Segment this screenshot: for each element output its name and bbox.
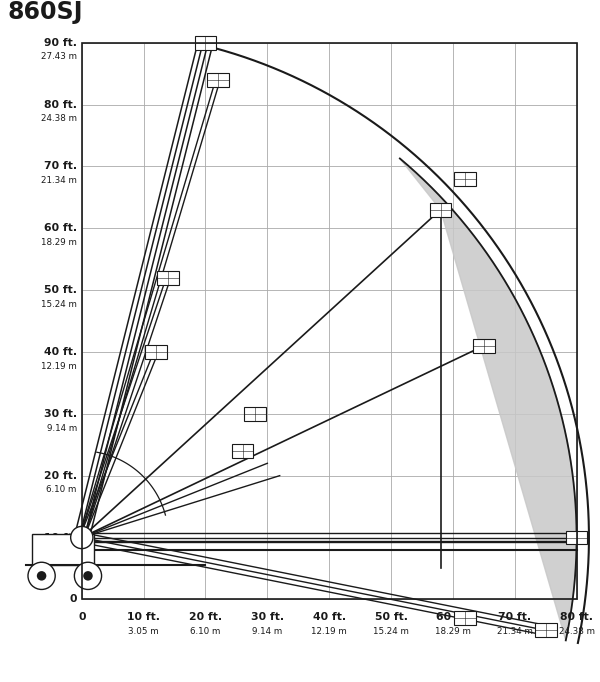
Circle shape	[71, 527, 93, 548]
Text: 50 ft.: 50 ft.	[374, 612, 407, 622]
Bar	[430, 203, 451, 216]
Text: 18.29 m: 18.29 m	[435, 627, 471, 636]
Text: 40 ft.: 40 ft.	[313, 612, 346, 622]
Text: 60 ft.: 60 ft.	[436, 612, 469, 622]
Text: 3.05 m: 3.05 m	[46, 547, 77, 557]
Text: 30 ft.: 30 ft.	[251, 612, 284, 622]
Bar	[566, 531, 587, 544]
Polygon shape	[400, 158, 577, 640]
Circle shape	[74, 562, 101, 589]
Text: 24.38 m: 24.38 m	[559, 627, 595, 636]
Text: 80 ft.: 80 ft.	[44, 100, 77, 110]
Circle shape	[28, 562, 55, 589]
Text: 30 ft.: 30 ft.	[44, 409, 77, 419]
Bar	[535, 623, 557, 637]
Text: 70 ft.: 70 ft.	[498, 612, 532, 622]
Text: 6.10 m: 6.10 m	[46, 486, 77, 494]
Bar	[454, 611, 476, 625]
Text: 15.24 m: 15.24 m	[373, 627, 409, 636]
Text: 20 ft.: 20 ft.	[44, 471, 77, 481]
Text: 18.29 m: 18.29 m	[41, 238, 77, 247]
Bar	[145, 345, 167, 359]
Bar	[82, 43, 577, 599]
Text: 10 ft.: 10 ft.	[44, 533, 77, 542]
Text: 21.34 m: 21.34 m	[41, 176, 77, 185]
Bar	[244, 407, 266, 421]
Bar	[157, 271, 179, 284]
Text: 40 ft.: 40 ft.	[44, 347, 77, 357]
Text: 0: 0	[70, 594, 77, 604]
Circle shape	[83, 571, 93, 580]
Text: 20 ft.: 20 ft.	[189, 612, 222, 622]
Text: 0: 0	[78, 612, 86, 622]
Text: 70 ft.: 70 ft.	[44, 162, 77, 171]
Circle shape	[37, 571, 46, 580]
Bar	[232, 444, 253, 458]
Text: 27.43 m: 27.43 m	[41, 53, 77, 61]
Bar	[454, 172, 476, 186]
Text: 21.34 m: 21.34 m	[497, 627, 533, 636]
Text: 15.24 m: 15.24 m	[41, 300, 77, 309]
Text: 3.05 m: 3.05 m	[128, 627, 159, 636]
Text: 90 ft.: 90 ft.	[44, 38, 77, 48]
Text: 12.19 m: 12.19 m	[311, 627, 347, 636]
Text: 9.14 m: 9.14 m	[47, 424, 77, 432]
Text: 12.19 m: 12.19 m	[41, 361, 77, 371]
Text: 10 ft.: 10 ft.	[127, 612, 160, 622]
Text: 6.10 m: 6.10 m	[190, 627, 221, 636]
Bar	[207, 73, 229, 87]
Text: 60 ft.: 60 ft.	[44, 223, 77, 233]
Text: 9.14 m: 9.14 m	[252, 627, 283, 636]
Text: 24.38 m: 24.38 m	[41, 115, 77, 123]
Bar	[473, 339, 494, 353]
Text: 860SJ: 860SJ	[8, 0, 83, 24]
Bar	[32, 535, 94, 565]
Text: 80 ft.: 80 ft.	[560, 612, 593, 622]
Bar	[194, 36, 217, 50]
Text: 50 ft.: 50 ft.	[44, 285, 77, 295]
